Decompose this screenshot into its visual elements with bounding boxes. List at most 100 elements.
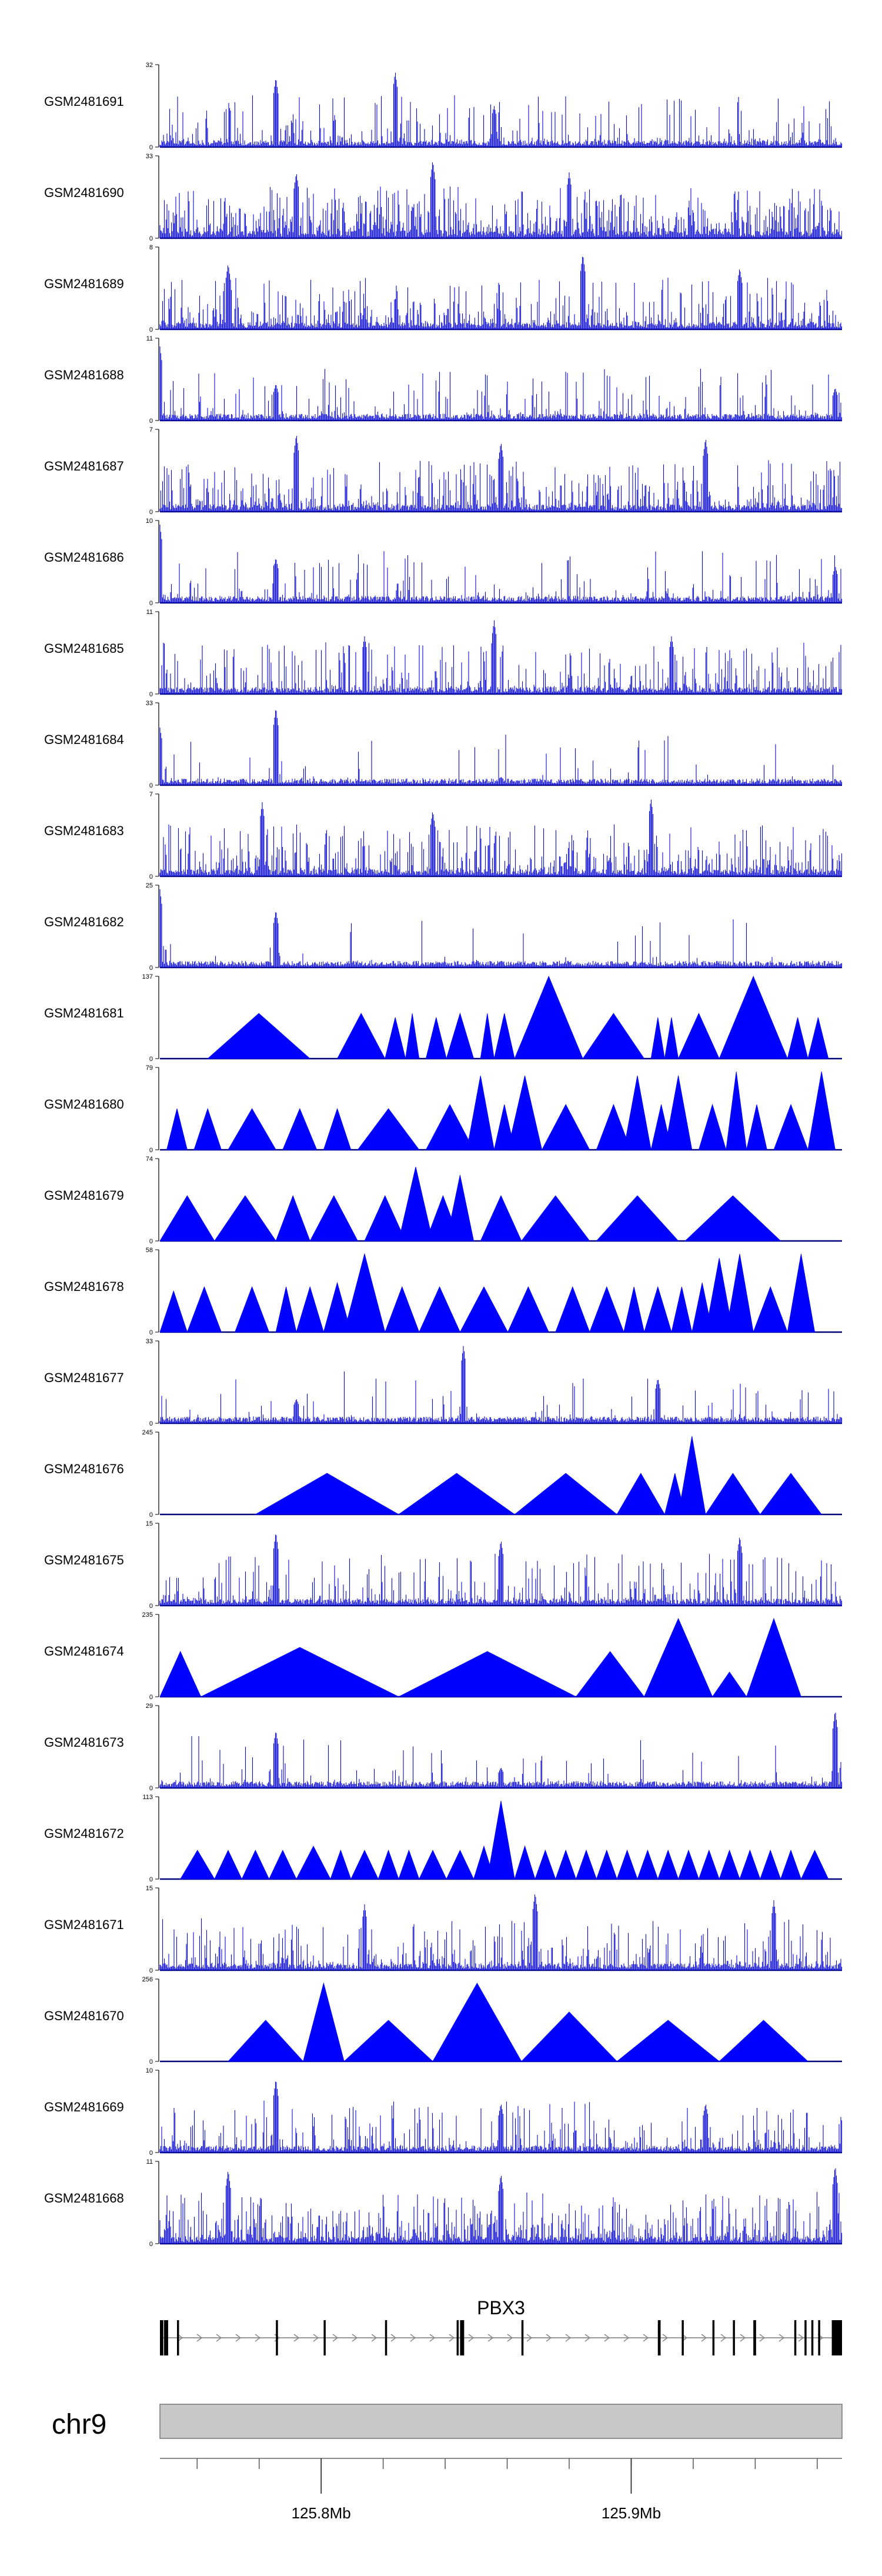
signal-peak [398, 1166, 433, 1242]
signal-peak [514, 1473, 618, 1515]
track-GSM2481682: GSM2481682 25 0 [44, 882, 843, 972]
signal-peak [582, 1013, 645, 1059]
track-label: GSM2481679 [44, 1188, 124, 1203]
strand-arrow [779, 2334, 785, 2342]
track-label: GSM2481674 [44, 1644, 124, 1659]
signal-coverage [159, 1534, 843, 1606]
signal-peak [186, 1286, 222, 1333]
genome-axis: 125.8Mb 125.9Mb [160, 2458, 842, 2522]
signal-peak [275, 1194, 310, 1242]
signal-peak [698, 1849, 720, 1880]
signal-peak [398, 1651, 576, 1697]
y-min-label: 0 [149, 235, 153, 242]
signal-coverage [159, 162, 843, 238]
track-GSM2481683: GSM2481683 7 0 [44, 791, 843, 880]
signal-peak [643, 1617, 713, 1697]
signal-coverage [159, 799, 843, 876]
y-min-label: 0 [149, 1967, 153, 1974]
track-GSM2481685: GSM2481685 11 0 [44, 609, 843, 698]
track-GSM2481681: GSM2481681 137 0 [44, 973, 842, 1063]
y-min-label: 0 [149, 782, 153, 789]
track-GSM2481677: GSM2481677 33 0 [44, 1338, 843, 1427]
signal-peak [425, 1017, 447, 1059]
y-max-label: 74 [146, 1156, 153, 1163]
y-min-label: 0 [149, 1694, 153, 1701]
signal-coverage [159, 1712, 843, 1788]
y-max-label: 113 [142, 1794, 153, 1801]
signal-peak [282, 1107, 318, 1150]
y-max-label: 10 [146, 518, 153, 525]
signal-coverage [159, 2081, 843, 2153]
signal-peak [214, 1195, 276, 1242]
y-max-label: 33 [146, 153, 153, 160]
track-label: GSM2481673 [44, 1735, 124, 1750]
signal-peak [800, 1850, 829, 1880]
track-GSM2481675: GSM2481675 15 0 [44, 1520, 843, 1610]
y-max-label: 15 [146, 1520, 153, 1527]
track-GSM2481687: GSM2481687 7 0 [44, 426, 843, 516]
signal-peak [296, 1846, 331, 1880]
signal-peak [419, 1286, 461, 1333]
y-max-label: 11 [146, 609, 153, 616]
strand-arrow [701, 2334, 707, 2342]
signal-peak [336, 1013, 386, 1059]
y-min-label: 0 [149, 144, 153, 151]
x-tick-label: 125.9Mb [602, 2504, 661, 2522]
y-max-label: 58 [146, 1247, 153, 1254]
strand-arrow [410, 2334, 416, 2342]
signal-peak [575, 1651, 645, 1697]
signal-peak [364, 1195, 406, 1242]
strand-arrow [798, 2334, 804, 2342]
signal-peak [623, 1286, 645, 1333]
track-GSM2481674: GSM2481674 235 0 [44, 1611, 842, 1701]
signal-peak [397, 1473, 516, 1515]
signal-peak [555, 1849, 577, 1880]
track-GSM2481669: GSM2481669 10 0 [44, 2067, 843, 2157]
gene-exon [753, 2320, 756, 2355]
signal-peak [616, 1849, 638, 1880]
signal-peak [193, 1107, 222, 1150]
signal-peak [254, 1473, 400, 1515]
signal-peak [541, 1104, 590, 1150]
strand-arrow [584, 2334, 591, 2342]
strand-arrow [759, 2334, 766, 2342]
y-min-label: 0 [149, 2150, 153, 2157]
y-max-label: 29 [146, 1703, 153, 1710]
signal-peak [425, 1104, 475, 1150]
signal-coverage [159, 1346, 843, 1423]
signal-peak [657, 1849, 679, 1880]
signal-peak [275, 1286, 297, 1333]
strand-arrow [429, 2334, 436, 2342]
track-label: GSM2481689 [44, 276, 124, 291]
gene-exon [163, 2320, 168, 2355]
signal-peak [520, 1195, 590, 1242]
track-label: GSM2481669 [44, 2100, 124, 2114]
strand-arrow [468, 2334, 475, 2342]
strand-arrow [643, 2334, 649, 2342]
track-label: GSM2481686 [44, 550, 124, 565]
strand-arrow [177, 2334, 183, 2342]
signal-peak [753, 1286, 788, 1333]
strand-arrow [293, 2334, 300, 2342]
signal-peak [807, 1017, 829, 1059]
signal-peak [268, 1850, 297, 1880]
signal-peak [678, 1849, 699, 1880]
y-max-label: 33 [146, 1338, 153, 1345]
y-min-label: 0 [149, 326, 153, 333]
chromosome-label: chr9 [52, 2409, 106, 2440]
signal-peak [650, 1017, 665, 1059]
signal-peak [684, 1195, 781, 1242]
signal-peak [296, 1286, 324, 1333]
track-GSM2481690: GSM2481690 33 0 [44, 153, 843, 242]
strand-arrow [507, 2334, 513, 2342]
signal-peak [480, 1195, 522, 1242]
y-max-label: 11 [146, 2158, 153, 2165]
y-min-label: 0 [149, 873, 153, 880]
signal-peak [739, 1849, 761, 1880]
y-max-label: 137 [142, 973, 153, 980]
signal-peak [705, 1257, 733, 1333]
signal-peak [323, 1282, 352, 1333]
track-label: GSM2481684 [44, 732, 124, 747]
strand-arrow [487, 2334, 494, 2342]
signal-peak [678, 1436, 706, 1515]
